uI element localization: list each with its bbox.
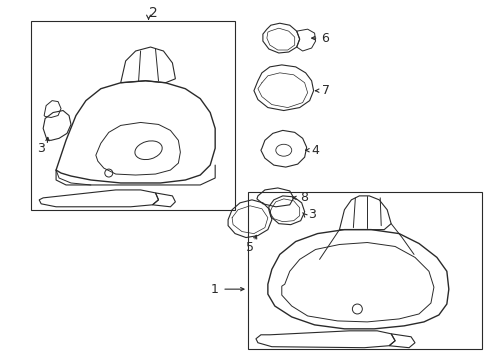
Bar	[31, 21, 235, 210]
Text: 8: 8	[299, 192, 307, 204]
Text: 5: 5	[245, 241, 253, 254]
Text: 7: 7	[321, 84, 329, 97]
Text: 2: 2	[148, 6, 157, 20]
Text: 1: 1	[210, 283, 218, 296]
Text: 3: 3	[37, 142, 45, 155]
Text: 6: 6	[321, 32, 329, 45]
Text: 3: 3	[307, 208, 315, 221]
Bar	[247, 192, 481, 349]
Text: 4: 4	[311, 144, 319, 157]
